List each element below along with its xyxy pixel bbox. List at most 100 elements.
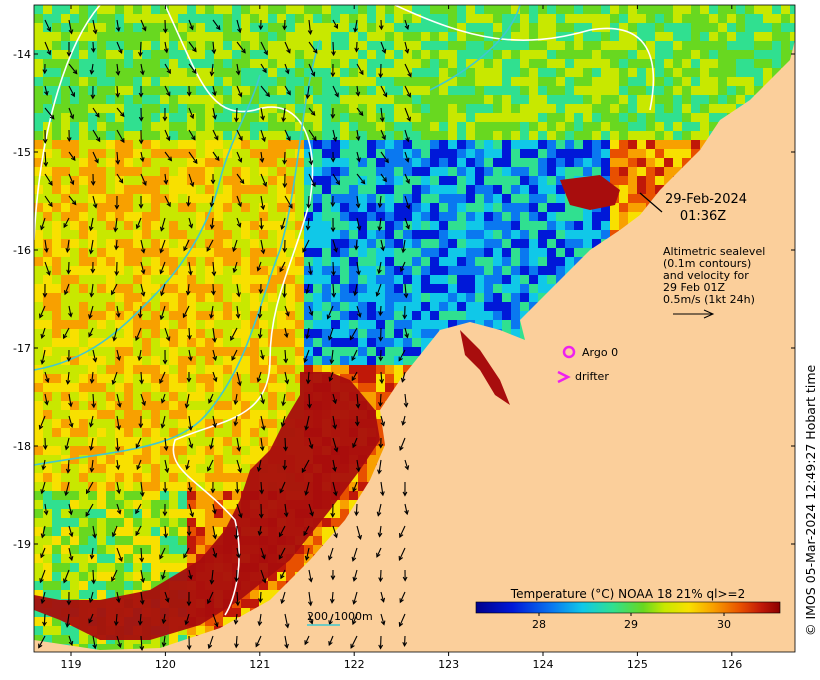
- sst-cell: [169, 68, 179, 78]
- sst-cell: [97, 311, 107, 321]
- sst-cell: [106, 383, 116, 393]
- sst-cell: [160, 41, 170, 51]
- sst-cell: [97, 293, 107, 303]
- sst-cell: [286, 14, 296, 24]
- sst-cell: [574, 104, 584, 114]
- sst-cell: [367, 5, 377, 15]
- sst-cell: [34, 104, 44, 114]
- sst-cell: [115, 365, 125, 375]
- sst-cell: [331, 14, 341, 24]
- sst-cell: [52, 23, 62, 33]
- sst-cell: [160, 284, 170, 294]
- sst-cell: [664, 86, 674, 96]
- sst-cell: [610, 104, 620, 114]
- sst-cell: [700, 131, 710, 141]
- sst-cell: [511, 248, 521, 258]
- sst-cell: [610, 131, 620, 141]
- sst-cell: [484, 77, 494, 87]
- sst-cell: [223, 419, 233, 429]
- sst-cell: [493, 41, 503, 51]
- sst-cell: [178, 527, 188, 537]
- sst-cell: [655, 86, 665, 96]
- sst-cell: [475, 32, 485, 42]
- sst-cell: [412, 14, 422, 24]
- sst-cell: [268, 221, 278, 231]
- sst-cell: [115, 113, 125, 123]
- sst-cell: [502, 14, 512, 24]
- sst-cell: [367, 212, 377, 222]
- sst-cell: [574, 248, 584, 258]
- sst-cell: [259, 365, 269, 375]
- sst-cell: [259, 212, 269, 222]
- sst-cell: [349, 302, 359, 312]
- sst-cell: [691, 86, 701, 96]
- sst-cell: [502, 131, 512, 141]
- sst-cell: [637, 203, 647, 213]
- sst-cell: [79, 5, 89, 15]
- sst-cell: [160, 392, 170, 402]
- sst-cell: [97, 437, 107, 447]
- sst-cell: [196, 257, 206, 267]
- sst-cell: [79, 131, 89, 141]
- sst-cell: [502, 32, 512, 42]
- sst-cell: [349, 311, 359, 321]
- sst-cell: [574, 203, 584, 213]
- sst-cell: [70, 203, 80, 213]
- sst-cell: [214, 158, 224, 168]
- sst-cell: [403, 41, 413, 51]
- sst-cell: [124, 356, 134, 366]
- sst-cell: [223, 374, 233, 384]
- sst-cell: [556, 113, 566, 123]
- sst-cell: [340, 491, 350, 501]
- sst-cell: [250, 176, 260, 186]
- sst-cell: [547, 221, 557, 231]
- sst-cell: [538, 212, 548, 222]
- sst-cell: [358, 167, 368, 177]
- sst-cell: [34, 392, 44, 402]
- sst-cell: [376, 185, 386, 195]
- sst-cell: [151, 131, 161, 141]
- sst-cell: [214, 527, 224, 537]
- sst-cell: [322, 338, 332, 348]
- sst-cell: [70, 410, 80, 420]
- sst-cell: [70, 149, 80, 159]
- sst-cell: [187, 158, 197, 168]
- sst-cell: [421, 257, 431, 267]
- sst-cell: [232, 491, 242, 501]
- sst-cell: [385, 329, 395, 339]
- sst-cell: [124, 347, 134, 357]
- sst-cell: [241, 257, 251, 267]
- sst-cell: [466, 122, 476, 132]
- sst-cell: [223, 392, 233, 402]
- sst-cell: [664, 95, 674, 105]
- sst-cell: [250, 41, 260, 51]
- sst-cell: [664, 176, 674, 186]
- sst-cell: [331, 122, 341, 132]
- sst-cell: [745, 23, 755, 33]
- sst-cell: [142, 203, 152, 213]
- sst-cell: [529, 266, 539, 276]
- sst-cell: [484, 320, 494, 330]
- sst-cell: [133, 356, 143, 366]
- sst-cell: [124, 437, 134, 447]
- sst-cell: [655, 41, 665, 51]
- sst-cell: [565, 32, 575, 42]
- sst-cell: [556, 194, 566, 204]
- sst-cell: [718, 68, 728, 78]
- sst-cell: [52, 257, 62, 267]
- sst-cell: [331, 5, 341, 15]
- sst-cell: [313, 140, 323, 150]
- sst-cell: [412, 212, 422, 222]
- sst-cell: [52, 518, 62, 528]
- sst-cell: [448, 122, 458, 132]
- sst-cell: [223, 158, 233, 168]
- sst-cell: [286, 50, 296, 60]
- sst-cell: [115, 14, 125, 24]
- sst-cell: [781, 14, 791, 24]
- sst-cell: [349, 68, 359, 78]
- sst-cell: [385, 122, 395, 132]
- sst-cell: [367, 95, 377, 105]
- sst-cell: [133, 68, 143, 78]
- sst-cell: [628, 41, 638, 51]
- sst-cell: [196, 140, 206, 150]
